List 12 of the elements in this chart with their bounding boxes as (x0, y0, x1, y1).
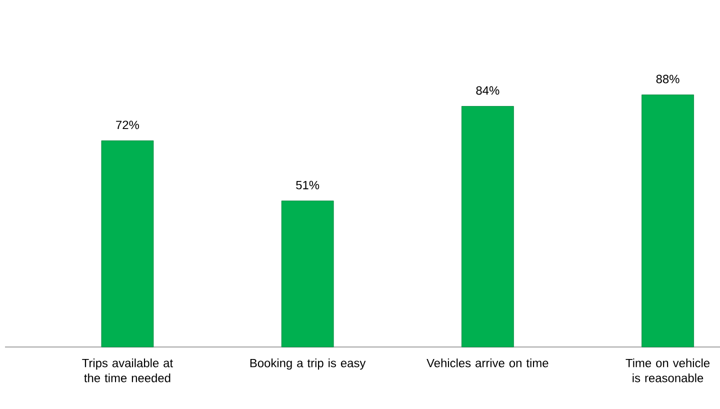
data-label: 88% (656, 74, 680, 84)
x-tick-label: Booking a trip is easy (250, 358, 366, 370)
bar (101, 140, 154, 348)
bar (281, 200, 334, 348)
bar (461, 106, 514, 348)
data-label: 72% (116, 120, 140, 130)
bar (642, 94, 694, 348)
x-tick-label: Time on vehicle is reasonable (626, 358, 710, 382)
data-label: 84% (476, 86, 500, 95)
x-tick-label: Vehicles arrive on time (426, 358, 548, 368)
x-tick-label: Trips available at the time needed (82, 358, 173, 382)
data-label: 51% (296, 180, 320, 190)
